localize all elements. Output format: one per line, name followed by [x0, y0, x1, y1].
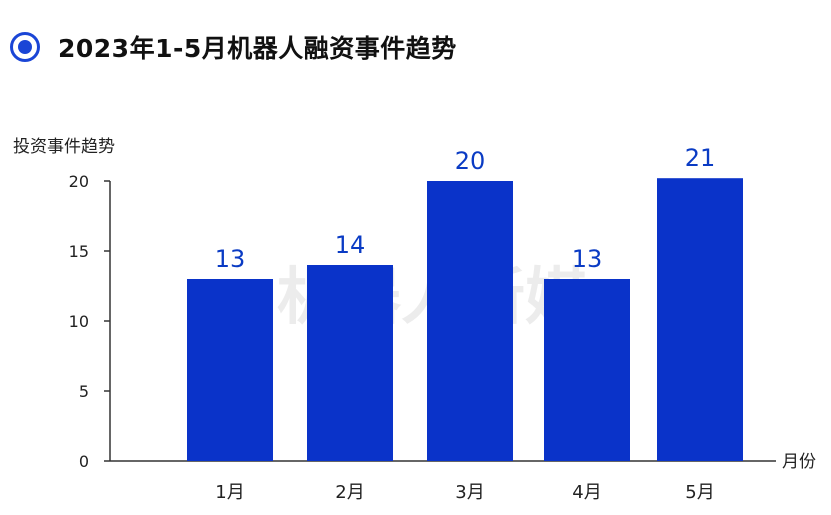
x-tick-label: 3月	[455, 482, 484, 503]
y-tick-label: 5	[79, 382, 89, 401]
bar	[657, 178, 743, 461]
x-axis-title: 月份	[782, 452, 816, 472]
y-tick-label: 20	[69, 172, 89, 191]
x-tick-label: 2月	[335, 482, 364, 503]
radio-target-icon	[10, 32, 40, 62]
bar-data-label: 13	[215, 245, 246, 273]
chart-title: 2023年1-5月机器人融资事件趋势	[58, 34, 457, 63]
y-axis-title: 投资事件趋势	[13, 137, 115, 157]
bar-data-label: 13	[572, 245, 603, 273]
bar	[187, 279, 273, 461]
x-tick-label: 4月	[572, 482, 601, 503]
bar	[427, 181, 513, 461]
y-tick-label: 0	[79, 452, 89, 471]
bar	[544, 279, 630, 461]
y-tick-label: 15	[69, 242, 89, 261]
bar	[307, 265, 393, 461]
chart-header: 2023年1-5月机器人融资事件趋势	[10, 27, 457, 67]
y-tick-label: 10	[69, 312, 89, 331]
x-tick-label: 5月	[685, 482, 714, 503]
bar-data-label: 14	[335, 231, 366, 259]
bar-data-label: 20	[455, 147, 486, 175]
radio-dot	[18, 40, 32, 54]
x-tick-label: 1月	[215, 482, 244, 503]
bar-data-label: 21	[685, 144, 716, 172]
